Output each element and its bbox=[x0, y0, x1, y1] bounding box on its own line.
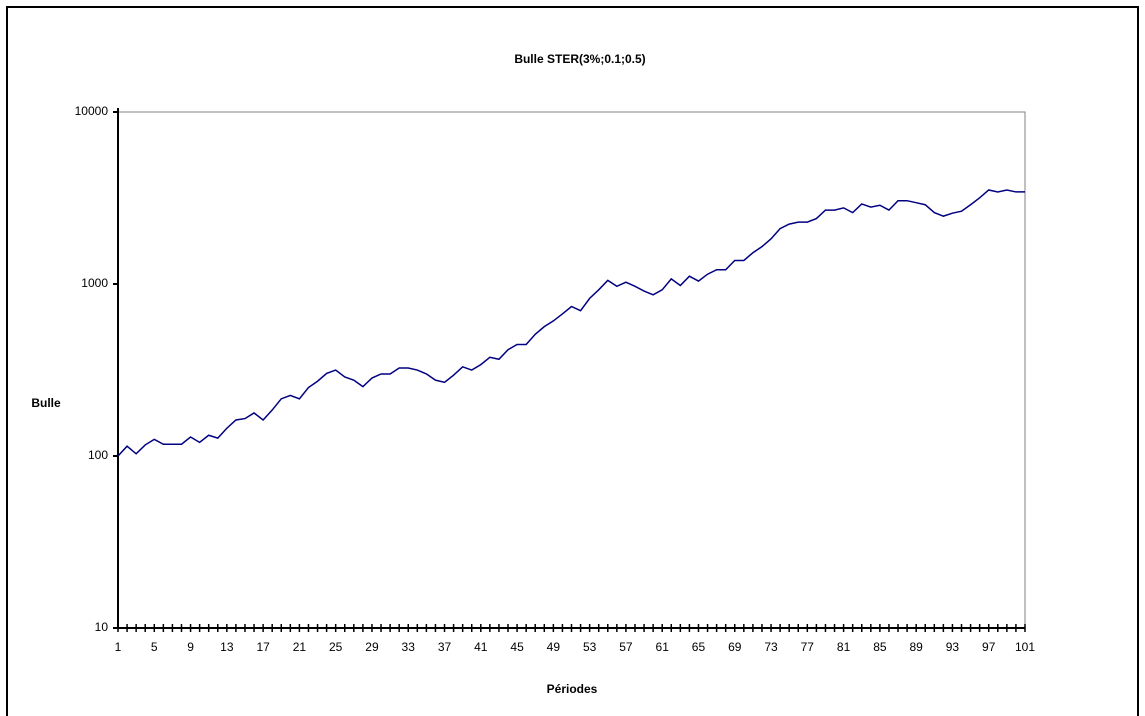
y-tick-label: 10000 bbox=[75, 104, 109, 118]
x-tick-label: 37 bbox=[438, 640, 452, 654]
x-tick-label: 77 bbox=[801, 640, 815, 654]
y-tick-label: 100 bbox=[88, 448, 108, 462]
x-tick-label: 81 bbox=[837, 640, 851, 654]
x-tick-label: 45 bbox=[510, 640, 524, 654]
plot-frame bbox=[117, 111, 1026, 629]
x-tick-label: 5 bbox=[151, 640, 158, 654]
y-axis-label: Bulle bbox=[31, 396, 61, 410]
x-tick-label: 33 bbox=[402, 640, 416, 654]
x-tick-label: 29 bbox=[365, 640, 379, 654]
x-tick-label: 25 bbox=[329, 640, 343, 654]
x-tick-label: 53 bbox=[583, 640, 597, 654]
x-tick-label: 101 bbox=[1015, 640, 1035, 654]
x-tick-label: 69 bbox=[728, 640, 742, 654]
x-tick-label: 57 bbox=[619, 640, 633, 654]
chart-title: Bulle STER(3%;0.1;0.5) bbox=[514, 52, 645, 66]
data-line bbox=[117, 189, 1025, 457]
x-tick-label: 65 bbox=[692, 640, 706, 654]
x-tick-label: 41 bbox=[474, 640, 488, 654]
chart-border bbox=[6, 6, 1139, 716]
x-tick-label: 9 bbox=[187, 640, 194, 654]
x-tick-label: 1 bbox=[115, 640, 122, 654]
x-tick-label: 73 bbox=[764, 640, 778, 654]
x-tick-label: 61 bbox=[656, 640, 670, 654]
y-tick-label: 1000 bbox=[81, 276, 108, 290]
x-tick-label: 89 bbox=[909, 640, 923, 654]
x-tick-label: 49 bbox=[547, 640, 561, 654]
x-tick-label: 85 bbox=[873, 640, 887, 654]
y-tick-label: 10 bbox=[95, 620, 109, 634]
x-tick-label: 13 bbox=[220, 640, 234, 654]
x-tick-label: 93 bbox=[946, 640, 960, 654]
x-tick-label: 97 bbox=[982, 640, 996, 654]
x-tick-label: 21 bbox=[293, 640, 307, 654]
x-axis-label: Périodes bbox=[547, 682, 598, 696]
x-tick-label: 17 bbox=[256, 640, 270, 654]
